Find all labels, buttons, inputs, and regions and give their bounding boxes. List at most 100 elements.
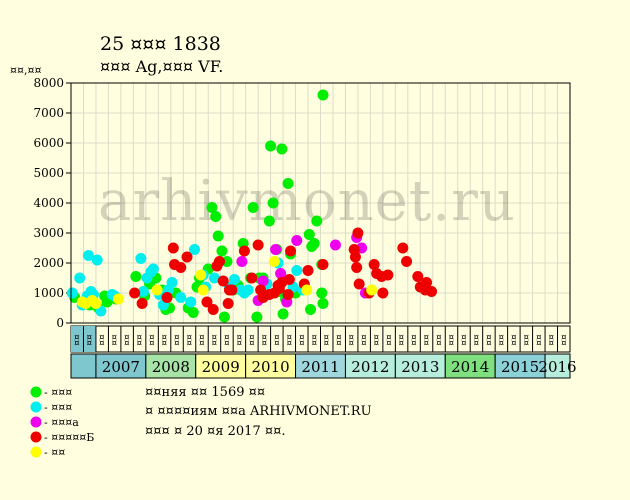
year-cell [195, 353, 247, 379]
category-label: ¤¤ [161, 334, 171, 346]
data-point [263, 215, 275, 227]
category-label: ¤¤ [560, 334, 570, 346]
y-tick-label: 2000 [33, 256, 64, 270]
chart-subtitle: ¤¤¤ Ag,¤¤¤ VF. [100, 57, 223, 76]
year-label: 2007 [102, 358, 140, 376]
category-label: ¤¤ [148, 334, 158, 346]
category-label: ¤¤ [423, 334, 433, 346]
year-cell [444, 353, 496, 379]
data-point [282, 289, 294, 300]
data-point [213, 256, 225, 267]
data-point [412, 271, 424, 282]
data-point [401, 256, 413, 267]
data-point [301, 284, 313, 296]
plot-frame [70, 82, 571, 324]
data-point [130, 271, 142, 282]
category-label: ¤¤ [223, 334, 233, 346]
data-point [352, 227, 364, 239]
data-point [305, 304, 317, 315]
y-tick-label: 4000 [33, 196, 64, 210]
data-point [351, 262, 363, 273]
data-point [136, 298, 148, 309]
data-point [210, 211, 222, 222]
y-tick-label: 5000 [33, 166, 64, 180]
year-label: 2008 [152, 358, 190, 376]
category-label: ¤¤ [235, 334, 245, 346]
data-point [216, 245, 228, 257]
data-point [135, 253, 147, 264]
data-point [308, 238, 320, 249]
data-point [426, 286, 438, 297]
data-point [368, 259, 380, 270]
category-label: ¤¤ [510, 334, 520, 346]
data-point [302, 265, 314, 276]
data-point [285, 245, 297, 257]
legend-marker [30, 446, 42, 458]
data-point [166, 277, 178, 288]
data-point [197, 284, 209, 296]
category-band: ¤¤ ¤¤ ¤¤ ¤¤ ¤¤ ¤¤ ¤¤ ¤¤ ¤¤ ¤¤ ¤¤ ¤¤ ¤¤ ¤¤ ¤¤ ¤¤ ¤¤ ¤¤ ¤¤ ¤¤… [70, 325, 571, 353]
data-point [147, 263, 159, 275]
data-point [74, 272, 86, 284]
category-label: ¤¤ [123, 334, 133, 346]
category-label: ¤¤ [210, 334, 220, 346]
data-point [212, 230, 224, 242]
data-point [112, 293, 124, 305]
legend-marker [30, 401, 42, 413]
category-label: ¤¤ [373, 334, 383, 346]
category-label: ¤¤ [447, 334, 457, 346]
data-point [353, 278, 365, 290]
data-point [82, 250, 94, 261]
data-point [421, 277, 433, 288]
data-point [291, 235, 303, 246]
category-label: ¤¤ [273, 334, 283, 346]
category-label: ¤¤ [522, 334, 532, 346]
y-axis-ticks: 0 1000 2000 3000 4000 5000 6000 7000 8000 [33, 76, 71, 330]
y-tick-label: 6000 [33, 136, 64, 150]
category-label: ¤¤ [435, 334, 445, 346]
data-point [270, 244, 282, 255]
category-label: ¤¤ [348, 334, 358, 346]
data-point [66, 287, 78, 299]
category-label: ¤¤ [285, 334, 295, 346]
data-point [251, 311, 263, 323]
watermark: arhivmonet.ru [98, 169, 516, 234]
data-point [151, 284, 163, 296]
year-label: 2009 [202, 358, 240, 376]
category-label: ¤¤ [385, 334, 395, 346]
legend-label: - ¤¤¤¤¤Б [44, 431, 94, 444]
data-point [242, 284, 254, 296]
legend-marker [30, 416, 42, 428]
data-point [167, 242, 179, 254]
category-label: ¤¤ [535, 334, 545, 346]
year-cell [295, 353, 346, 379]
data-point [222, 298, 234, 309]
data-points [66, 89, 438, 323]
data-point [397, 242, 409, 254]
data-point [329, 239, 341, 251]
data-point [277, 308, 289, 320]
year-label: 2010 [252, 358, 290, 376]
year-label: 2013 [401, 358, 439, 376]
data-point [317, 89, 329, 101]
legend-label: - ¤¤¤а [44, 416, 79, 429]
category-label: ¤¤ [547, 334, 557, 346]
data-point [268, 256, 280, 267]
data-point [181, 251, 193, 263]
category-label: ¤¤ [323, 334, 333, 346]
year-label: 2011 [301, 358, 339, 376]
y-tick-label: 3000 [33, 226, 64, 240]
data-point [185, 296, 197, 308]
year-cell [394, 353, 446, 379]
data-point [303, 229, 315, 240]
data-point [252, 239, 264, 251]
year-band-start [70, 353, 97, 379]
data-point [377, 287, 389, 299]
note-line-2: ¤ ¤¤¤¤иям ¤¤а ARHIVMONET.RU [145, 404, 372, 419]
data-point [218, 311, 230, 323]
year-band: 2007 2008 2009 2010 2011 2012 2013 2014 2015 2016 [70, 353, 577, 379]
data-point [317, 259, 329, 270]
data-point [283, 274, 295, 285]
data-point [228, 274, 240, 285]
